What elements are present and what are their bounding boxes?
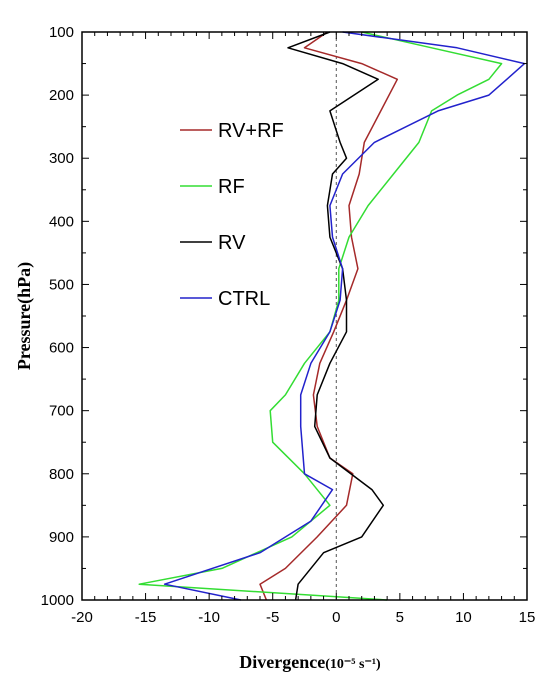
y-tick-label: 300 bbox=[49, 150, 74, 167]
x-axis-title-unit: (10⁻⁵ s⁻¹) bbox=[325, 657, 381, 672]
series-line-rf bbox=[138, 31, 503, 601]
y-tick-label: 600 bbox=[49, 340, 74, 357]
y-tick-label: 1000 bbox=[41, 592, 74, 609]
x-tick-label: -20 bbox=[71, 609, 93, 626]
y-tick-label: 500 bbox=[49, 276, 74, 293]
legend-label: RV+RF bbox=[218, 120, 284, 142]
x-tick-label: 5 bbox=[396, 609, 404, 626]
legend-label: RV bbox=[218, 232, 246, 254]
x-axis-title-text: Divergence bbox=[239, 652, 325, 672]
series-line-rv bbox=[287, 31, 385, 601]
axes: -20 -15 -10 -5 0 5 10 15 100 200 300 400 500 600 700 80… bbox=[41, 24, 536, 626]
y-tick-label: 100 bbox=[49, 24, 74, 41]
axis-titles: Divergence(10⁻⁵ s⁻¹) Pressure(hPa) bbox=[14, 262, 381, 672]
y-tick-label: 800 bbox=[49, 466, 74, 483]
x-tick-label: -10 bbox=[198, 609, 220, 626]
y-tick-label: 200 bbox=[49, 87, 74, 104]
plot-frame bbox=[81, 31, 528, 601]
legend: RV+RF RF RV CTRL bbox=[180, 120, 284, 310]
x-tick-label: -15 bbox=[135, 609, 157, 626]
x-tick-label: -5 bbox=[266, 609, 279, 626]
series-line-ctrl bbox=[163, 31, 526, 601]
y-axis-title: Pressure(hPa) bbox=[14, 262, 35, 370]
x-tick-label: 0 bbox=[332, 609, 340, 626]
x-tick-label: 15 bbox=[519, 609, 536, 626]
y-tick-label: 700 bbox=[49, 403, 74, 420]
x-axis-title: Divergence(10⁻⁵ s⁻¹) bbox=[239, 652, 381, 672]
series-line-rv-rf bbox=[259, 31, 399, 601]
legend-label: CTRL bbox=[218, 288, 270, 310]
y-tick-label: 400 bbox=[49, 213, 74, 230]
y-tick-label: 900 bbox=[49, 529, 74, 546]
series-lines bbox=[138, 31, 526, 601]
x-tick-label: 10 bbox=[455, 609, 472, 626]
legend-label: RF bbox=[218, 176, 245, 198]
